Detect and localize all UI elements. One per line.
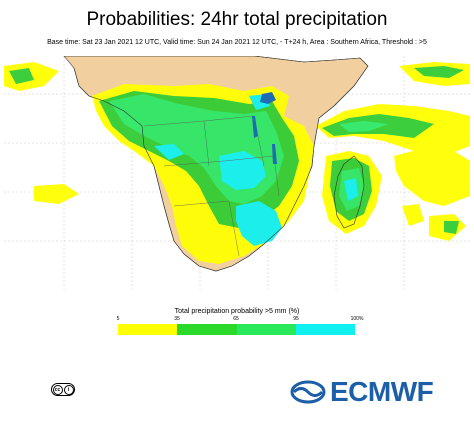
- legend-tick: 5: [116, 316, 120, 322]
- legend-tick: 100%: [350, 316, 364, 322]
- legend-title: Total precipitation probability >5 mm (%…: [174, 308, 300, 315]
- ecmwf-logo-icon: [290, 380, 326, 404]
- lake-malawi: [272, 144, 277, 164]
- lake-tanganyika: [252, 116, 258, 138]
- chart-title: Probabilities: 24hr total precipitation: [86, 9, 388, 30]
- country-borders: [143, 115, 280, 257]
- legend-segment: [177, 324, 237, 335]
- brand-name: ECMWF: [330, 376, 434, 407]
- legend-segment: [118, 324, 178, 335]
- legend-tick: 35: [174, 316, 180, 322]
- cc-by-icon[interactable]: cc i: [51, 383, 75, 396]
- probability-areas: [4, 62, 470, 264]
- legend-colorbar: [118, 324, 355, 335]
- legend-segment: [236, 324, 296, 335]
- legend-segment: [295, 324, 355, 335]
- legend-tick: 95: [293, 316, 299, 322]
- ecmwf-logo[interactable]: ECMWF: [290, 376, 434, 407]
- precipitation-map: [4, 56, 471, 289]
- lake-victoria: [260, 92, 276, 104]
- chart-subtitle: Base time: Sat 23 Jan 2021 12 UTC, Valid…: [47, 39, 427, 46]
- legend-tick: 65: [233, 316, 239, 322]
